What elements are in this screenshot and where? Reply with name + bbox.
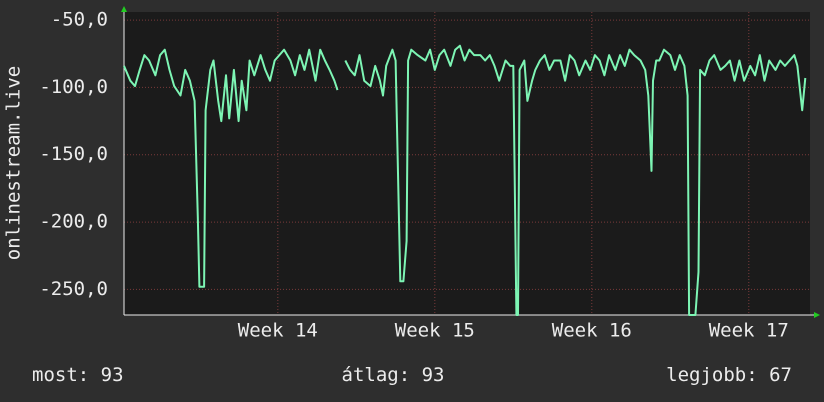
axis-arrow xyxy=(814,312,820,318)
stat-label: legjobb: xyxy=(666,364,758,386)
stat: most: 93 xyxy=(32,364,124,386)
x-tick-label: Week 14 xyxy=(238,320,318,342)
plot-area xyxy=(124,12,810,315)
axis-arrow xyxy=(121,6,127,12)
stat-value: 67 xyxy=(769,364,792,386)
stat-value: 93 xyxy=(101,364,124,386)
x-tick-label: Week 16 xyxy=(552,320,632,342)
stat: legjobb: 67 xyxy=(666,364,792,386)
data-line xyxy=(123,44,807,316)
y-tick-label: -100,0 xyxy=(39,76,108,98)
stat-value: 93 xyxy=(422,364,445,386)
y-tick-label: -150,0 xyxy=(39,143,108,165)
stat-label: átlag: xyxy=(342,364,411,386)
stat-label: most: xyxy=(32,364,89,386)
y-tick-label: -50,0 xyxy=(51,9,108,31)
x-tick-label: Week 15 xyxy=(395,320,475,342)
x-tick-label: Week 17 xyxy=(709,320,789,342)
y-tick-label: -250,0 xyxy=(39,278,108,300)
y-tick-label: -200,0 xyxy=(39,211,108,233)
y-axis-label: onlinestream.live xyxy=(3,66,25,260)
stat: átlag: 93 xyxy=(342,364,445,386)
